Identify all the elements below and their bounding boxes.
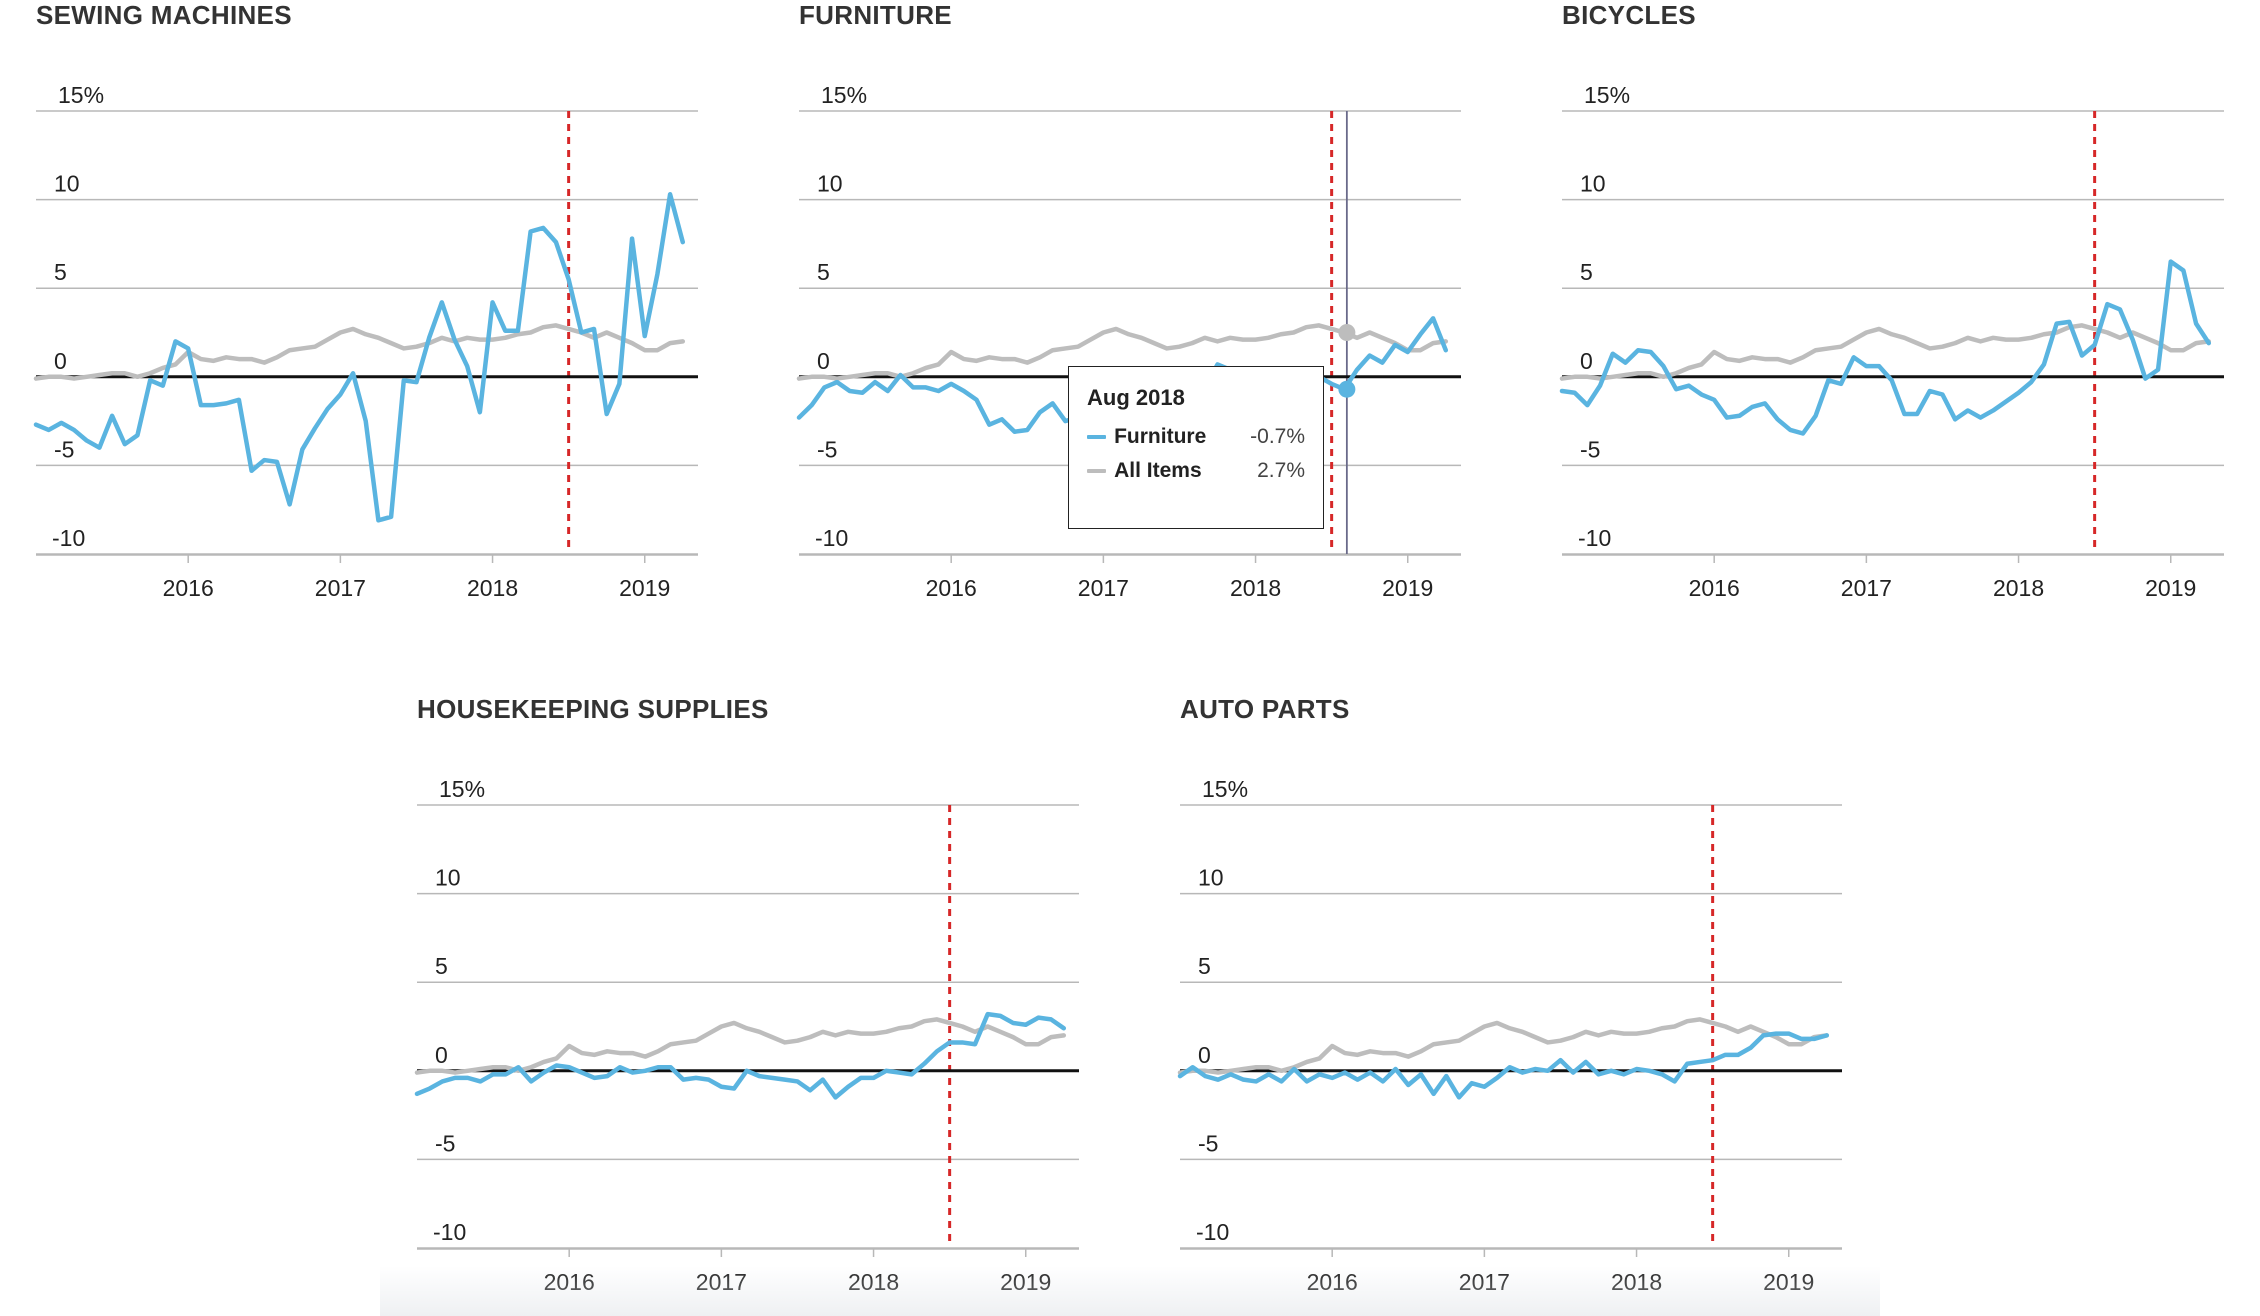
y-tick-label: 10 bbox=[435, 865, 461, 891]
hover-point-category bbox=[1338, 380, 1356, 398]
line-chart-bicycles[interactable]: 15% 10 5 0 -5 -10 2016 2017 2018 2019 bbox=[1559, 44, 2242, 614]
hover-point-all-items bbox=[1338, 324, 1356, 341]
y-tick-label: 15% bbox=[58, 82, 104, 108]
y-tick-label: 10 bbox=[54, 171, 80, 197]
y-tick-label: 15% bbox=[1202, 776, 1248, 802]
x-tick-label: 2016 bbox=[163, 575, 214, 601]
x-tick-label: 2018 bbox=[1230, 575, 1281, 601]
x-tick-label: 2017 bbox=[1078, 575, 1129, 601]
tooltip-row-all-items: All Items 2.7% bbox=[1087, 459, 1305, 483]
hover-tooltip: Aug 2018 Furniture -0.7% All Items 2.7% bbox=[1068, 366, 1324, 529]
y-tick-label: -5 bbox=[817, 436, 837, 462]
series-line-all-items bbox=[796, 323, 1449, 381]
x-tick-label: 2017 bbox=[315, 575, 366, 601]
panel-title: FURNITURE bbox=[799, 0, 952, 30]
tooltip-date: Aug 2018 bbox=[1087, 385, 1185, 410]
tooltip-series-value: -0.7% bbox=[1250, 425, 1305, 448]
x-tick-label: 2019 bbox=[2145, 575, 2196, 601]
x-tick-label: 2017 bbox=[1841, 575, 1892, 601]
tooltip-series-name: Furniture bbox=[1114, 425, 1207, 448]
y-tick-label: 5 bbox=[1198, 953, 1211, 979]
y-tick-label: 5 bbox=[817, 259, 830, 285]
y-tick-label: -10 bbox=[433, 1219, 466, 1245]
y-tick-label: 15% bbox=[439, 776, 485, 802]
panel-title: BICYCLES bbox=[1562, 0, 1696, 30]
y-tick-label: -10 bbox=[1196, 1219, 1229, 1245]
y-tick-label: 5 bbox=[435, 953, 448, 979]
y-tick-label: 10 bbox=[817, 171, 843, 197]
y-tick-label: 15% bbox=[1584, 82, 1630, 108]
y-tick-label: -5 bbox=[435, 1130, 455, 1156]
y-tick-label: -5 bbox=[1198, 1130, 1218, 1156]
y-tick-label: 10 bbox=[1580, 171, 1606, 197]
panel-bicycles: BICYCLES 15% 10 5 0 -5 -10 2016 2017 2018 2019 bbox=[1559, 0, 2242, 620]
series-line-all-items bbox=[1177, 1017, 1830, 1075]
y-tick-label: 5 bbox=[1580, 259, 1593, 285]
x-tick-label: 2016 bbox=[1689, 575, 1740, 601]
tooltip-series-name: All Items bbox=[1114, 459, 1202, 482]
y-tick-label: -10 bbox=[1578, 525, 1611, 551]
x-tick-label: 2019 bbox=[1382, 575, 1433, 601]
y-tick-label: -5 bbox=[54, 436, 74, 462]
series-line-category bbox=[414, 1011, 1067, 1100]
series-line-category bbox=[1559, 259, 2212, 436]
y-tick-label: -5 bbox=[1580, 436, 1600, 462]
x-tick-label: 2016 bbox=[926, 575, 977, 601]
panel-housekeeping-supplies: HOUSEKEEPING SUPPLIES 15%1050-5-10201620… bbox=[414, 694, 1097, 1314]
series-line-category bbox=[1177, 1031, 1830, 1100]
y-tick-label: 0 bbox=[1198, 1042, 1211, 1068]
bottom-fade bbox=[380, 1266, 1880, 1316]
x-tick-label: 2018 bbox=[1993, 575, 2044, 601]
series-line-all-items bbox=[414, 1017, 1067, 1075]
panel-title: HOUSEKEEPING SUPPLIES bbox=[417, 694, 769, 724]
panel-title: SEWING MACHINES bbox=[36, 0, 292, 30]
legend-swatch-all-items bbox=[1087, 469, 1107, 473]
y-tick-label: 0 bbox=[435, 1042, 448, 1068]
tooltip-row-furniture: Furniture -0.7% bbox=[1087, 425, 1305, 449]
panel-furniture: FURNITURE 15% 10 5 0 -5 -10 2016 2017 2018 2019 A… bbox=[796, 0, 1479, 620]
y-tick-label: 10 bbox=[1198, 865, 1224, 891]
y-tick-label: 0 bbox=[54, 348, 67, 374]
y-tick-label: -10 bbox=[52, 525, 85, 551]
series-line-all-items bbox=[33, 323, 686, 381]
line-chart-sewing-machines[interactable]: 15% 10 5 0 -5 -10 2016 2017 2018 2019 bbox=[33, 44, 716, 614]
x-tick-label: 2019 bbox=[619, 575, 670, 601]
y-tick-label: 0 bbox=[817, 348, 830, 374]
legend-swatch-furniture bbox=[1087, 435, 1107, 439]
series-line-category bbox=[33, 192, 686, 523]
y-tick-label: 15% bbox=[821, 82, 867, 108]
x-tick-label: 2018 bbox=[467, 575, 518, 601]
y-tick-label: -10 bbox=[815, 525, 848, 551]
y-tick-label: 0 bbox=[1580, 348, 1593, 374]
panel-sewing-machines: SEWING MACHINES 15% 10 5 0 -5 -10 2016 2017 2018… bbox=[33, 0, 716, 620]
panel-title: AUTO PARTS bbox=[1180, 694, 1350, 724]
tooltip-series-value: 2.7% bbox=[1257, 459, 1305, 482]
y-tick-label: 5 bbox=[54, 259, 67, 285]
